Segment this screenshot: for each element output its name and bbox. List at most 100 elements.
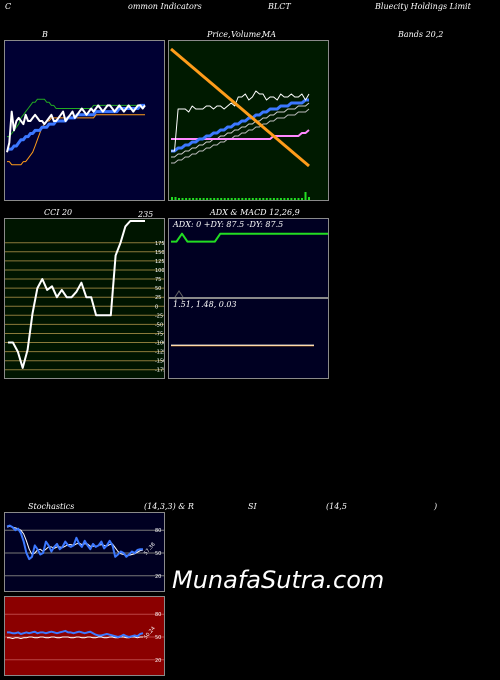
header-company: Bluecity Holdings Limit	[375, 2, 471, 11]
volume-bar	[216, 198, 219, 200]
ma-line-thin-2	[171, 108, 310, 164]
volume-bar	[178, 198, 180, 200]
volume-bar	[192, 198, 195, 200]
volume-bar	[283, 198, 286, 200]
volume-bar	[244, 198, 247, 200]
volume-bar	[269, 198, 272, 200]
adx-marker	[174, 290, 184, 297]
price-label: Price,	[207, 30, 231, 39]
rsi-params-label: (14,5	[326, 502, 347, 511]
volume-bar	[220, 198, 223, 200]
cci-chart: 175 150 125 100 75 50 25 0 -25 -50 -75 -100 -125 -150…	[5, 220, 165, 374]
cci-tick-label: -125	[155, 350, 165, 356]
stoch-params-label: (14,3,3) & R	[144, 502, 194, 511]
rsi-tick-label: 20	[155, 658, 161, 664]
adx-line	[171, 232, 328, 243]
volume-bar	[276, 198, 279, 200]
cci-line	[8, 220, 145, 369]
short-ma-line	[171, 98, 309, 153]
cci-tick-label: 175	[155, 241, 165, 247]
adx-readout: ADX: 0 +DY: 87.5 -DY: 87.5	[173, 220, 284, 229]
cci-panel: 175 150 125 100 75 50 25 0 -25 -50 -75 -100 -125 -150…	[4, 218, 165, 379]
cci-tick-label: -50	[155, 322, 163, 328]
header-indicators: ommon Indicators	[128, 2, 202, 11]
volume-bar	[181, 198, 184, 200]
volume-bar	[272, 198, 275, 200]
bands-label-b: B	[42, 30, 48, 39]
stochastics-tick-label: 50	[155, 551, 161, 557]
cci-tick-label: -75	[155, 332, 163, 338]
volume-bar	[251, 198, 254, 200]
macd-panel: 1.51, 1.48, 0.03	[168, 298, 329, 379]
volume-bar	[301, 198, 303, 200]
price-line	[171, 90, 310, 152]
volume-bar	[199, 198, 202, 200]
ma-line-thin	[171, 102, 310, 158]
macd-readout: 1.51, 1.48, 0.03	[173, 300, 237, 309]
volume-bar	[209, 198, 212, 200]
cci-tick-label: 25	[155, 295, 161, 301]
close-line	[6, 104, 146, 153]
stochastics-panel: 80 50 20 57.38	[4, 512, 165, 592]
cci-tick-label: 125	[155, 259, 165, 265]
watermark: MunafaSutra.com	[172, 566, 385, 594]
header-c: C	[5, 2, 12, 11]
volume-bar	[171, 197, 173, 200]
cci-label: CCI 20	[44, 208, 73, 217]
volume-bar	[213, 198, 216, 200]
stochastics-tick-label: 20	[155, 574, 161, 580]
volume-bar	[304, 192, 307, 200]
volume-bar	[262, 198, 265, 200]
volume-bar	[265, 198, 268, 200]
volume-bar	[286, 198, 289, 200]
volume-bar	[195, 198, 198, 200]
volume-bar	[188, 198, 191, 200]
bands-label-right: Bands 20,2	[398, 30, 444, 39]
bollinger-bands-chart	[6, 98, 146, 166]
cci-tick-label: -100	[155, 341, 165, 347]
volume-bar	[241, 198, 244, 200]
price-ma-panel	[168, 40, 329, 201]
adx-label: ADX & MACD 12,26,9	[210, 208, 300, 217]
volume-bar	[297, 198, 300, 200]
cci-tick-label: 50	[155, 286, 161, 292]
volume-bar	[290, 198, 293, 200]
volume-bar	[234, 198, 237, 200]
adx-panel: ADX: 0 +DY: 87.5 -DY: 87.5	[168, 218, 329, 298]
volume-bar	[255, 198, 258, 200]
cci-tick-label: -175	[155, 368, 165, 374]
volume-bar	[223, 198, 226, 200]
cci-tick-label: -150	[155, 359, 165, 365]
cci-tick-label: 150	[155, 250, 165, 256]
lower-band-line	[7, 114, 145, 166]
cci-tick-label: 75	[155, 277, 161, 283]
rsi-tick-label: 80	[155, 612, 161, 618]
header-ticker: BLCT	[268, 2, 291, 11]
rsi-tick-label: 50	[155, 635, 161, 641]
cci-tick-label: -25	[155, 313, 163, 319]
volume-bar	[279, 198, 282, 200]
volume-bar	[248, 198, 251, 200]
macd-chart	[171, 299, 314, 347]
volume-bar	[174, 197, 177, 200]
bollinger-bands-panel	[4, 40, 165, 201]
rsi-si-label: SI	[248, 502, 257, 511]
upper-band-line	[7, 98, 145, 138]
stochastics-tick-label: 80	[155, 528, 161, 534]
rsi-main-line	[7, 629, 144, 638]
cci-tick-label: 100	[155, 268, 165, 274]
rsi-signal-line	[7, 636, 143, 639]
volume-bar	[202, 198, 205, 200]
rsi-panel: 80 50 20 50.24	[4, 596, 165, 676]
volume-label: Volume,	[231, 30, 264, 39]
price-ma-chart	[170, 47, 310, 200]
volume-bar	[227, 198, 230, 200]
long-ma-line	[170, 47, 310, 168]
ma-line	[171, 129, 310, 140]
volume-bar	[237, 198, 240, 200]
volume-bar	[185, 198, 188, 200]
adx-chart	[171, 232, 328, 297]
stoch-label: Stochastics	[28, 502, 75, 511]
